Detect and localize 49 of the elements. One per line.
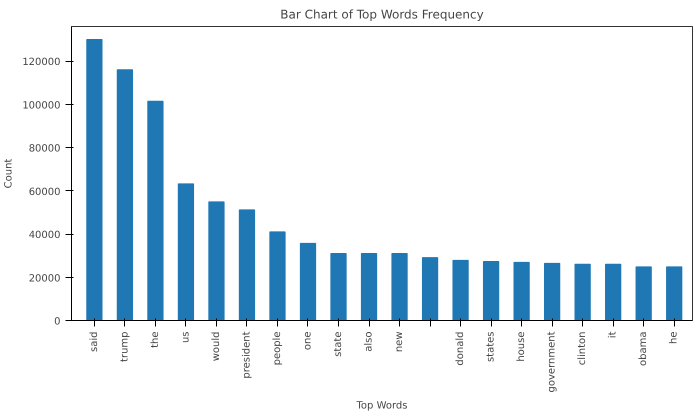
- x-tick-label: the: [150, 331, 161, 348]
- bar: [605, 264, 622, 320]
- bar: [391, 252, 408, 320]
- x-tick-label: states: [486, 331, 497, 362]
- x-tick-label: donald: [455, 331, 466, 366]
- x-tick-label: obama: [638, 331, 650, 366]
- x-tick-label: it: [608, 331, 619, 338]
- bar: [452, 260, 469, 320]
- bar: [330, 252, 347, 320]
- bar: [86, 38, 103, 320]
- y-tick-label: 80000: [28, 144, 60, 155]
- x-tick-label: president: [241, 331, 252, 379]
- x-tick-label: people: [272, 331, 283, 366]
- bar: [208, 201, 225, 320]
- x-tick-label: new: [394, 331, 406, 352]
- x-tick-label: government: [546, 331, 558, 392]
- x-tick-label: one: [302, 332, 314, 350]
- x-tick-label: state: [333, 331, 344, 357]
- x-tick-label: would: [210, 331, 222, 362]
- bar: [513, 262, 530, 320]
- y-tick-label: 100000: [22, 100, 61, 112]
- bar: [147, 100, 164, 320]
- y-tick-label: 0: [54, 316, 61, 328]
- bar: [178, 183, 194, 320]
- y-tick-label: 20000: [28, 273, 60, 284]
- bar: [360, 252, 378, 320]
- y-tick-label: 40000: [28, 230, 60, 242]
- chart-title: Bar Chart of Top Words Frequency: [280, 8, 484, 22]
- y-axis-title: Count: [3, 158, 14, 188]
- bar: [116, 69, 134, 320]
- bar: [482, 260, 500, 320]
- bar: [574, 264, 591, 320]
- bar: [422, 257, 438, 320]
- x-tick-label: also: [364, 332, 375, 352]
- x-axis-title: Top Words: [356, 400, 408, 412]
- x-tick-label: clinton: [577, 331, 588, 366]
- bar: [269, 231, 286, 320]
- bar: [636, 266, 652, 320]
- bar: [544, 262, 560, 320]
- y-tick-label: 120000: [22, 57, 61, 68]
- bar: [238, 209, 256, 320]
- x-tick-label: us: [180, 331, 192, 344]
- x-tick-label: said: [88, 331, 100, 352]
- bar: [300, 242, 316, 320]
- y-tick-label: 60000: [28, 186, 60, 198]
- x-tick-label: trump: [119, 331, 130, 362]
- x-tick-label: he: [668, 331, 680, 344]
- bar: [666, 266, 682, 320]
- x-tick-label: house: [516, 332, 528, 362]
